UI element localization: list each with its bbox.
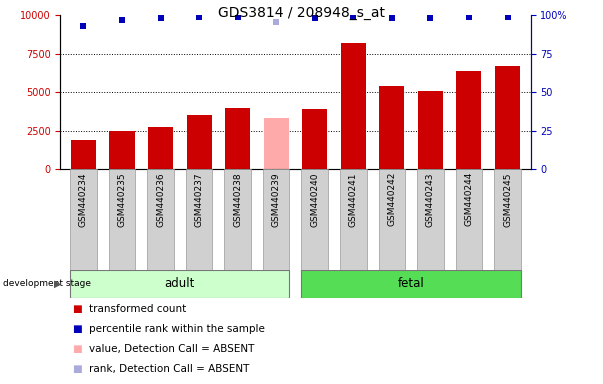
Bar — [70, 169, 96, 271]
Bar — [456, 71, 481, 169]
Bar — [110, 131, 134, 169]
Bar — [71, 140, 96, 169]
Point — [426, 15, 435, 22]
Bar — [302, 270, 521, 298]
Text: GSM440245: GSM440245 — [503, 172, 512, 227]
Bar — [148, 127, 173, 169]
Text: ▶: ▶ — [54, 279, 61, 289]
Text: GSM440235: GSM440235 — [118, 172, 127, 227]
Point — [271, 18, 281, 25]
Bar — [263, 169, 289, 271]
Bar — [186, 169, 212, 271]
Text: ■: ■ — [72, 304, 82, 314]
Text: GSM440240: GSM440240 — [311, 172, 319, 227]
Text: ■: ■ — [72, 364, 82, 374]
Bar — [147, 169, 174, 271]
Text: GSM440238: GSM440238 — [233, 172, 242, 227]
Bar — [186, 115, 212, 169]
Bar — [302, 109, 327, 169]
Bar — [379, 169, 405, 271]
Bar — [494, 169, 521, 271]
Bar — [456, 169, 482, 271]
Bar — [417, 169, 444, 271]
Text: percentile rank within the sample: percentile rank within the sample — [89, 324, 265, 334]
Text: GSM440243: GSM440243 — [426, 172, 435, 227]
Bar — [109, 169, 135, 271]
Text: rank, Detection Call = ABSENT: rank, Detection Call = ABSENT — [89, 364, 250, 374]
Text: GSM440244: GSM440244 — [464, 172, 473, 227]
Text: GSM440236: GSM440236 — [156, 172, 165, 227]
Point — [233, 14, 242, 20]
Bar — [70, 270, 289, 298]
Point — [117, 17, 127, 23]
Bar — [341, 43, 366, 169]
Bar — [418, 91, 443, 169]
Bar — [264, 118, 289, 169]
Text: GSM440237: GSM440237 — [195, 172, 204, 227]
Point — [464, 14, 474, 20]
Point — [310, 15, 320, 22]
Text: transformed count: transformed count — [89, 304, 186, 314]
Text: value, Detection Call = ABSENT: value, Detection Call = ABSENT — [89, 344, 254, 354]
Point — [503, 14, 513, 20]
Text: development stage: development stage — [3, 279, 91, 288]
Text: GSM440241: GSM440241 — [349, 172, 358, 227]
Point — [194, 14, 204, 20]
Text: adult: adult — [165, 277, 195, 290]
Bar — [302, 169, 328, 271]
Text: ■: ■ — [72, 344, 82, 354]
Bar — [340, 169, 367, 271]
Point — [387, 15, 397, 22]
Bar — [224, 169, 251, 271]
Text: GSM440239: GSM440239 — [272, 172, 280, 227]
Point — [156, 15, 165, 22]
Text: fetal: fetal — [398, 277, 425, 290]
Bar — [495, 66, 520, 169]
Point — [78, 23, 88, 29]
Point — [349, 14, 358, 20]
Text: GSM440234: GSM440234 — [79, 172, 88, 227]
Bar — [225, 108, 250, 169]
Text: GSM440242: GSM440242 — [387, 172, 396, 227]
Text: ■: ■ — [72, 324, 82, 334]
Text: GDS3814 / 208948_s_at: GDS3814 / 208948_s_at — [218, 6, 385, 20]
Bar — [379, 86, 405, 169]
